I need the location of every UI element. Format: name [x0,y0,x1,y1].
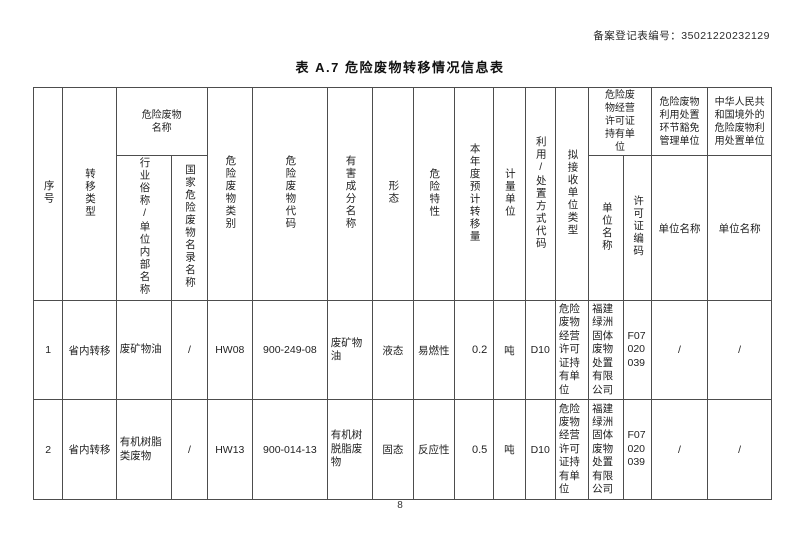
cell-category: HW13 [206,399,254,501]
transfer-info-table: 序号 转移类型 危险废物名称 危险废物类别 危险废物代码 有害成分名称 形态 危… [32,87,772,501]
th-national-list-name: 国家危险废物名录名称 [171,155,208,301]
th-licensee-name: 单位名称 [588,155,625,301]
th-disposal-code: 利用/处置方式代码 [524,87,556,301]
page-title: 表 A.7 危险废物转移情况信息表 [295,60,505,75]
header-group-row: 序号 转移类型 危险废物名称 危险废物类别 危险废物代码 有害成分名称 形态 危… [32,87,772,301]
cell-code: 900-014-13 [252,399,328,501]
cell-code: 900-249-08 [252,299,328,401]
cell-license-code: F07020039 [623,399,652,501]
cell-industry-name: 有机树脂类废物 [115,399,173,501]
th-exempt-group: 危险废物利用处置环节豁免管理单位 [650,87,709,156]
cell-license-code: F07020039 [623,299,652,401]
cell-exempt-name: / [650,299,709,401]
cell-annual-amount: 0.5 [453,399,495,501]
cell-unit: 吨 [493,399,526,501]
cell-hazard-trait: 反应性 [412,399,455,501]
cell-hazard-trait: 易燃性 [412,299,455,401]
th-waste-name-group: 危险废物名称 [115,87,208,156]
cell-disposal-code: D10 [524,399,556,501]
th-hazard-trait: 危险特性 [412,87,455,301]
th-industry-name: 行业俗称/单位内部名称 [115,155,173,301]
th-annual-amount: 本年度预计转移量 [453,87,495,301]
cell-licensee-name: 福建绿洲固体废物处置有限公司 [588,299,625,401]
cell-overseas-name: / [707,399,772,501]
registration-number: 35021220232129 [681,30,770,42]
th-receiver-type: 拟接收单位类型 [554,87,590,301]
th-exempt-name: 单位名称 [650,155,709,301]
table-body: 1 省内转移 废矿物油 / HW08 900-249-08 废矿物油 液态 易燃… [32,299,772,501]
cell-seq: 1 [32,299,64,401]
cell-overseas-name: / [707,299,772,401]
th-overseas-name: 单位名称 [707,155,772,301]
table-row: 2 省内转移 有机树脂类废物 / HW13 900-014-13 有机树脱脂废物… [32,399,772,501]
cell-form: 固态 [372,399,414,501]
cell-unit: 吨 [493,299,526,401]
cell-receiver-type: 危险废物经营许可证持有单位 [554,299,590,401]
th-seq: 序号 [32,87,64,301]
cell-annual-amount: 0.2 [453,299,495,401]
th-form: 形态 [372,87,414,301]
cell-national-list-name: / [171,399,208,501]
table-row: 1 省内转移 废矿物油 / HW08 900-249-08 废矿物油 液态 易燃… [32,299,772,401]
cell-disposal-code: D10 [524,299,556,401]
th-transfer-type: 转移类型 [62,87,117,301]
th-unit: 计量单位 [493,87,526,301]
cell-exempt-name: / [650,399,709,501]
registration-number-line: 备案登记表编号：35021220232129 [593,28,770,43]
cell-national-list-name: / [171,299,208,401]
cell-transfer-type: 省内转移 [62,399,117,501]
table-header: 序号 转移类型 危险废物名称 危险废物类别 危险废物代码 有害成分名称 形态 危… [32,87,772,301]
cell-harmful-component: 废矿物油 [326,299,374,401]
header-sub-row: 行业俗称/单位内部名称 国家危险废物名录名称 单位名称 许可证编码 单位名称 单… [34,155,772,301]
page-number: 8 [397,500,403,511]
registration-label: 备案登记表编号： [593,30,682,42]
cell-industry-name: 废矿物油 [115,299,173,401]
th-license-code: 许可证编码 [623,155,652,301]
cell-licensee-name: 福建绿洲固体废物处置有限公司 [588,399,625,501]
cell-seq: 2 [32,399,64,501]
th-category: 危险废物类别 [206,87,254,301]
th-harmful-component: 有害成分名称 [326,87,374,301]
cell-form: 液态 [372,299,414,401]
cell-harmful-component: 有机树脱脂废物 [326,399,374,501]
th-licensee-group: 危险废物经营许可证持有单位 [588,87,652,156]
th-code: 危险废物代码 [252,87,328,301]
cell-transfer-type: 省内转移 [62,299,117,401]
th-overseas-group: 中华人民共和国境外的危险废物利用处置单位 [707,87,772,156]
cell-receiver-type: 危险废物经营许可证持有单位 [554,399,590,501]
cell-category: HW08 [206,299,254,401]
